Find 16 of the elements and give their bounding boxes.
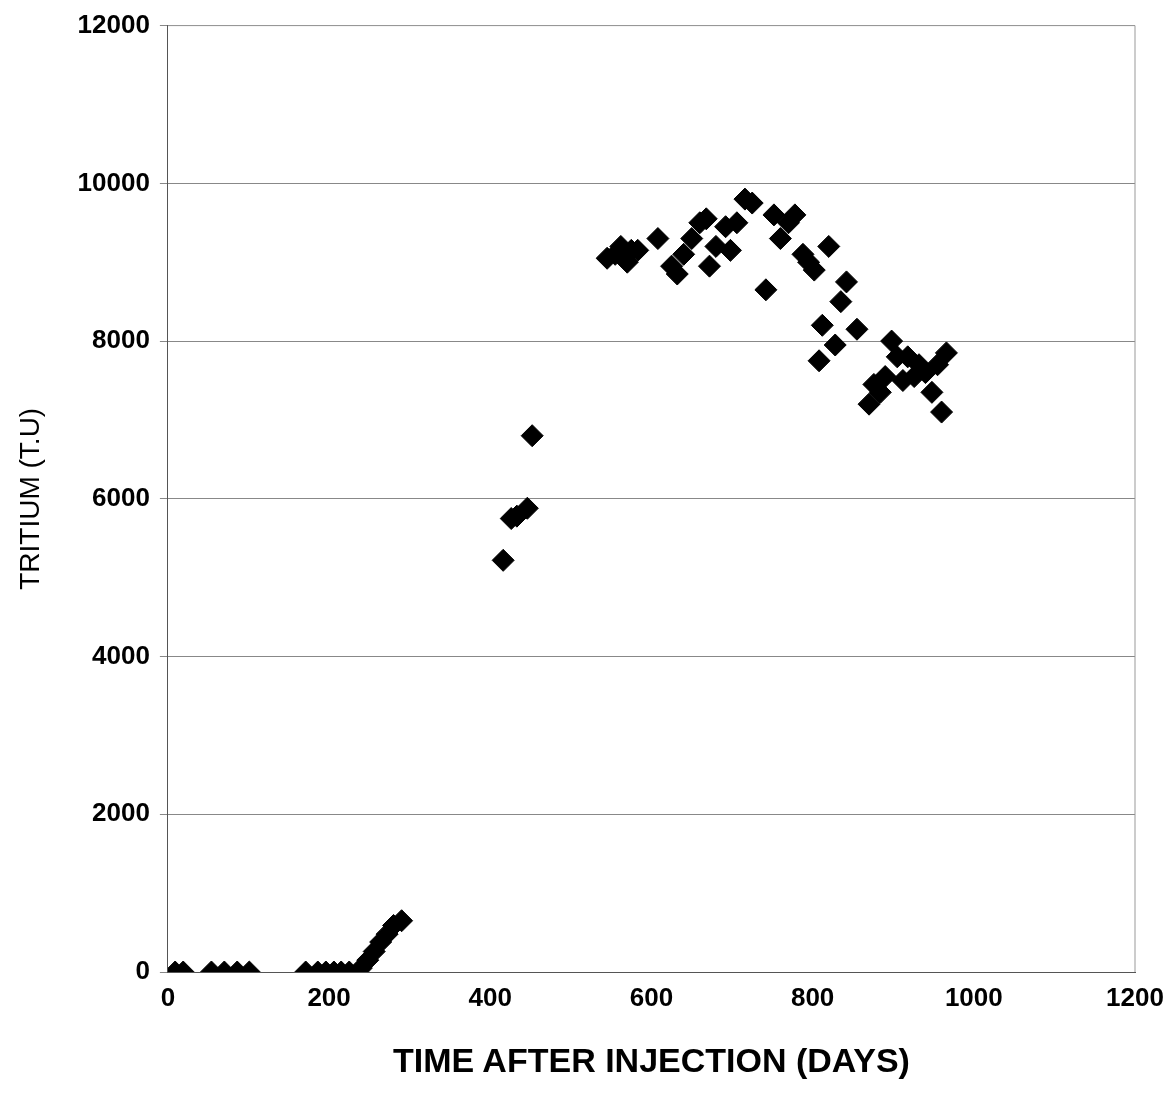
x-tick-label: 400: [468, 981, 512, 1012]
x-axis-title: TIME AFTER INJECTION (DAYS): [392, 1040, 910, 1079]
x-tick-label: 1000: [944, 981, 1003, 1012]
x-tick-label: 600: [629, 981, 674, 1012]
y-tick-label: 8000: [92, 324, 150, 355]
x-tick-label: 800: [790, 981, 835, 1012]
y-tick-label: 4000: [92, 639, 150, 670]
y-axis-title: TRITIUM (T.U): [13, 407, 45, 590]
y-tick-label: 10000: [77, 166, 150, 197]
y-tick-label: 2000: [92, 797, 150, 828]
y-tick-label: 0: [135, 955, 150, 986]
x-tick-label: 200: [307, 981, 351, 1012]
x-tick-label: 0: [160, 981, 176, 1012]
x-tick-label: 1200: [1106, 981, 1164, 1012]
y-tick-label: 12000: [77, 8, 150, 39]
y-tick-label: 6000: [92, 481, 150, 512]
